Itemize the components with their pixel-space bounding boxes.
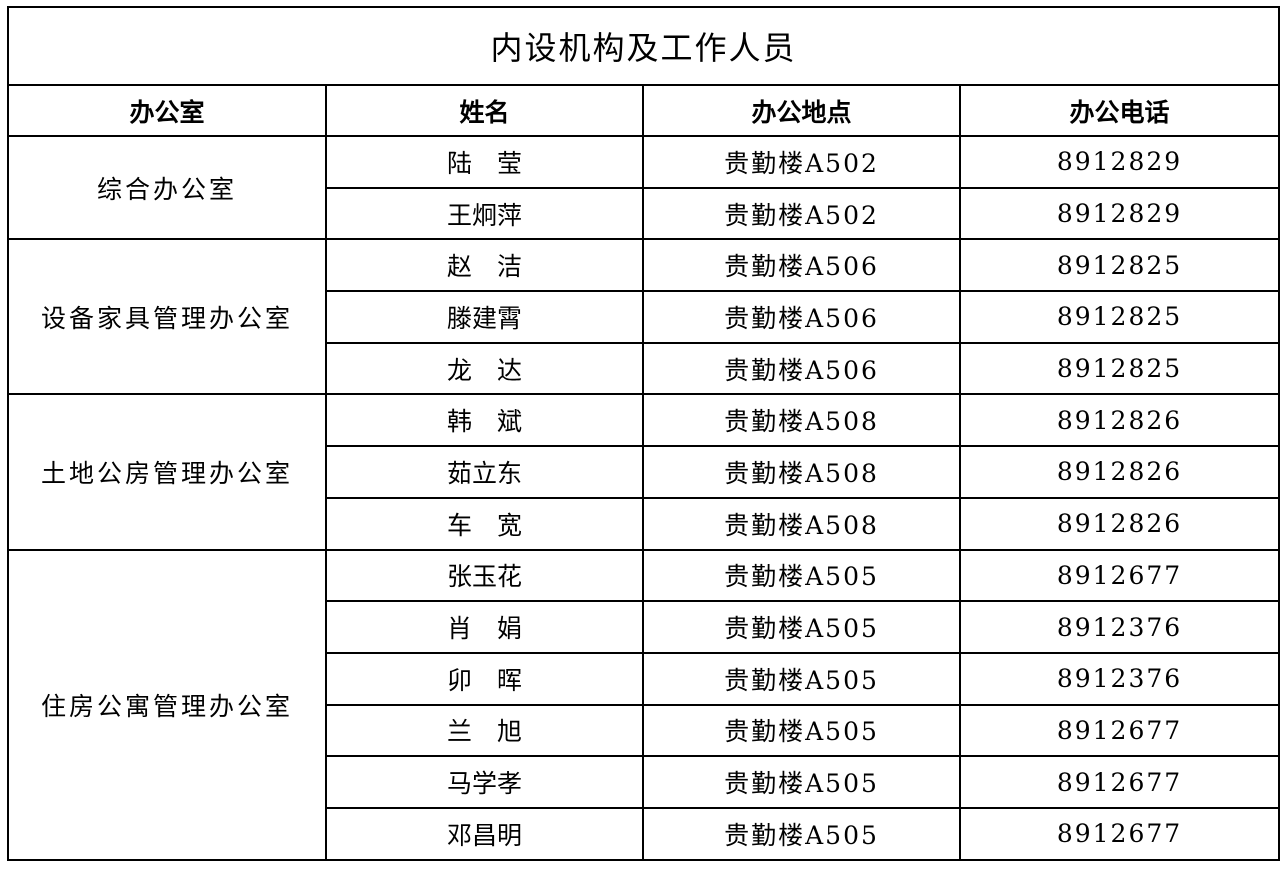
- staff-name-cell: 兰 旭: [325, 703, 644, 758]
- header-row: 办公室 姓名 办公地点 办公电话: [7, 84, 1281, 137]
- staff-name-cell: 张玉花: [325, 548, 644, 603]
- location-cell: 贵勤楼A502: [642, 186, 961, 241]
- staff-name-cell: 马学孝: [325, 755, 644, 809]
- staff-table: 内设机构及工作人员 办公室 姓名 办公地点 办公电话 综合办公室陆 莹贵勤楼A5…: [6, 6, 1281, 861]
- phone-cell: 8912826: [958, 393, 1281, 448]
- phone-cell: 8912829: [958, 135, 1281, 189]
- phone-cell: 8912825: [958, 238, 1281, 293]
- table-row: 马学孝 贵勤楼A505 8912677: [8, 755, 1281, 809]
- table-row: 龙 达贵勤楼A506 8912825: [8, 341, 1281, 396]
- location-cell: 贵勤楼A502: [642, 135, 961, 189]
- location-cell: 贵勤楼A505: [642, 755, 961, 809]
- staff-name-cell: 王炯萍: [325, 186, 644, 241]
- phone-cell: 8912826: [958, 445, 1281, 499]
- staff-name-cell: 肖 娟: [325, 600, 644, 654]
- phone-cell: 8912677: [958, 548, 1281, 603]
- table-row: 兰 旭贵勤楼A505 8912677: [8, 703, 1281, 758]
- phone-cell: 8912825: [958, 341, 1281, 396]
- staff-name-cell: 卯 晖: [325, 651, 644, 706]
- staff-name-cell: 车 宽: [325, 496, 644, 551]
- phone-cell: 8912376: [958, 600, 1281, 654]
- location-cell: 贵勤楼A505: [642, 806, 961, 861]
- staff-name-cell: 茹立东: [325, 445, 644, 499]
- location-cell: 贵勤楼A506: [642, 238, 961, 293]
- department-cell: 综合办公室: [7, 134, 327, 241]
- location-cell: 贵勤楼A506: [642, 341, 961, 396]
- location-cell: 贵勤楼A508: [642, 496, 961, 551]
- location-cell: 贵勤楼A505: [642, 600, 961, 654]
- department-cell: 设备家具管理办公室: [7, 238, 327, 396]
- table-title: 内设机构及工作人员: [6, 6, 1281, 86]
- phone-cell: 8912677: [958, 806, 1281, 861]
- table-row: 土地公房管理办公室韩 斌贵勤楼A508 8912826: [7, 393, 1281, 551]
- staff-name-cell: 龙 达: [325, 341, 644, 396]
- table-row: 综合办公室陆 莹贵勤楼A502 8912829: [7, 134, 1281, 241]
- location-cell: 贵勤楼A505: [642, 651, 961, 706]
- table-row: 设备家具管理办公室赵 洁贵勤楼A506 8912825: [7, 238, 1281, 396]
- table-row: 车 宽贵勤楼A508 8912826: [8, 496, 1281, 551]
- phone-cell: 8912677: [958, 703, 1281, 758]
- header-office: 办公室: [7, 84, 327, 137]
- header-phone: 办公电话: [958, 84, 1281, 137]
- table-row: 邓昌明 贵勤楼A505 8912677: [8, 806, 1281, 861]
- table-row: 住房公寓管理办公室 张玉花 贵勤楼A505 8912677: [7, 548, 1281, 861]
- phone-cell: 8912677: [958, 755, 1281, 809]
- phone-cell: 8912825: [958, 290, 1281, 344]
- staff-name-cell: 赵 洁: [325, 238, 644, 293]
- table-row: 卯 晖贵勤楼A505 8912376: [8, 651, 1281, 706]
- location-cell: 贵勤楼A505: [642, 703, 961, 758]
- location-cell: 贵勤楼A508: [642, 393, 961, 448]
- department-cell: 住房公寓管理办公室: [7, 548, 327, 861]
- staff-name-cell: 陆 莹: [325, 135, 644, 189]
- table-row: 茹立东 贵勤楼A508 8912826: [8, 445, 1281, 499]
- table-row: 肖 娟贵勤楼A505 8912376: [8, 600, 1281, 654]
- staff-name-cell: 滕建霄: [325, 290, 644, 344]
- staff-name-cell: 韩 斌: [325, 393, 644, 448]
- location-cell: 贵勤楼A508: [642, 445, 961, 499]
- phone-cell: 8912826: [958, 496, 1281, 551]
- header-location: 办公地点: [642, 84, 961, 137]
- phone-cell: 8912376: [958, 651, 1281, 706]
- staff-name-cell: 邓昌明: [325, 806, 644, 861]
- table-row: 王炯萍 贵勤楼A502 8912829: [8, 186, 1281, 241]
- department-cell: 土地公房管理办公室: [7, 393, 327, 551]
- table-body: 综合办公室陆 莹贵勤楼A502 8912829 王炯萍 贵勤楼A502 8912829 设…: [7, 134, 1281, 861]
- location-cell: 贵勤楼A505: [642, 548, 961, 603]
- header-name: 姓名: [325, 84, 644, 137]
- table-row: 滕建霄 贵勤楼A506 8912825: [8, 290, 1281, 344]
- location-cell: 贵勤楼A506: [642, 290, 961, 344]
- phone-cell: 8912829: [958, 186, 1281, 241]
